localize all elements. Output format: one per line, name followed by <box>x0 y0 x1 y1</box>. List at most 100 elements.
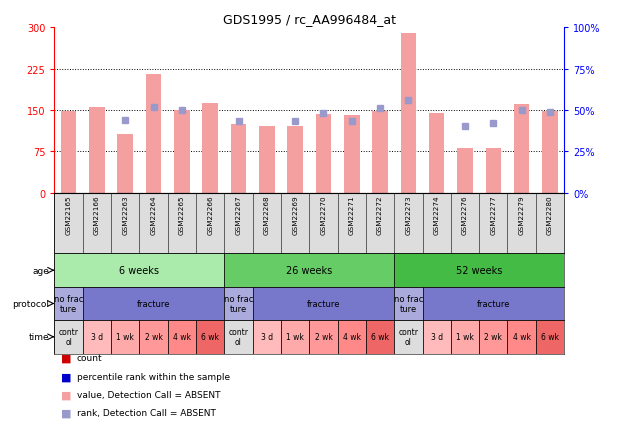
Bar <box>514 105 529 193</box>
Bar <box>54 320 83 354</box>
Bar <box>281 320 310 354</box>
Text: 1 wk: 1 wk <box>286 332 304 342</box>
Bar <box>372 112 388 193</box>
Text: 6 wk: 6 wk <box>201 332 219 342</box>
Text: 1 wk: 1 wk <box>456 332 474 342</box>
Text: ■: ■ <box>61 408 71 418</box>
Text: GSM22268: GSM22268 <box>264 195 270 234</box>
Bar <box>231 125 246 193</box>
Bar <box>287 127 303 193</box>
Bar <box>394 320 422 354</box>
Text: value, Detection Call = ABSENT: value, Detection Call = ABSENT <box>77 390 221 399</box>
Bar <box>338 320 366 354</box>
Text: fracture: fracture <box>476 299 510 308</box>
Text: 1 wk: 1 wk <box>116 332 134 342</box>
Bar <box>253 287 394 320</box>
Text: 52 weeks: 52 weeks <box>456 266 503 276</box>
Text: GSM22269: GSM22269 <box>292 195 298 234</box>
Bar <box>485 149 501 193</box>
Bar <box>344 116 360 193</box>
Bar <box>146 75 162 193</box>
Text: GSM22165: GSM22165 <box>65 195 72 234</box>
Text: 4 wk: 4 wk <box>343 332 361 342</box>
Bar <box>457 149 473 193</box>
Text: GSM22264: GSM22264 <box>151 195 156 234</box>
Bar <box>203 104 218 193</box>
Text: rank, Detection Call = ABSENT: rank, Detection Call = ABSENT <box>77 408 216 417</box>
Text: percentile rank within the sample: percentile rank within the sample <box>77 372 230 381</box>
Bar <box>83 287 224 320</box>
Text: ■: ■ <box>61 390 71 399</box>
Text: GSM22270: GSM22270 <box>320 195 326 234</box>
Bar <box>259 127 274 193</box>
Text: 4 wk: 4 wk <box>513 332 531 342</box>
Text: GSM22267: GSM22267 <box>235 195 242 234</box>
Text: GSM22265: GSM22265 <box>179 195 185 234</box>
Text: fracture: fracture <box>137 299 171 308</box>
Text: GSM22271: GSM22271 <box>349 195 354 234</box>
Text: age: age <box>33 266 49 275</box>
Text: no frac
ture: no frac ture <box>224 294 253 313</box>
Text: GSM22266: GSM22266 <box>207 195 213 234</box>
Bar <box>224 287 253 320</box>
Text: GSM22277: GSM22277 <box>490 195 496 234</box>
Bar <box>54 254 224 287</box>
Bar <box>508 320 536 354</box>
Bar <box>224 254 394 287</box>
Text: 6 wk: 6 wk <box>541 332 559 342</box>
Text: GSM22280: GSM22280 <box>547 195 553 234</box>
Text: time: time <box>29 332 49 342</box>
Title: GDS1995 / rc_AA996484_at: GDS1995 / rc_AA996484_at <box>223 13 395 26</box>
Bar <box>315 115 331 193</box>
Text: 3 d: 3 d <box>91 332 103 342</box>
Bar <box>174 111 190 193</box>
Text: 2 wk: 2 wk <box>485 332 503 342</box>
Bar <box>394 287 422 320</box>
Bar <box>401 34 416 193</box>
Text: GSM22276: GSM22276 <box>462 195 468 234</box>
Text: 6 wk: 6 wk <box>371 332 389 342</box>
Bar <box>451 320 479 354</box>
Bar <box>394 254 564 287</box>
Text: GSM22263: GSM22263 <box>122 195 128 234</box>
Text: GSM22279: GSM22279 <box>519 195 524 234</box>
Bar <box>310 320 338 354</box>
Text: ■: ■ <box>61 372 71 381</box>
Text: 4 wk: 4 wk <box>173 332 191 342</box>
Bar <box>54 287 83 320</box>
Text: GSM22166: GSM22166 <box>94 195 100 234</box>
Bar <box>140 320 168 354</box>
Text: count: count <box>77 354 103 362</box>
Bar <box>83 320 111 354</box>
Bar <box>168 320 196 354</box>
Text: no frac
ture: no frac ture <box>394 294 423 313</box>
Bar <box>196 320 224 354</box>
Bar <box>224 320 253 354</box>
Text: fracture: fracture <box>306 299 340 308</box>
Text: contr
ol: contr ol <box>228 327 249 347</box>
Text: 3 d: 3 d <box>431 332 443 342</box>
Bar <box>61 112 76 193</box>
Bar <box>111 320 140 354</box>
Text: GSM22274: GSM22274 <box>434 195 440 234</box>
Bar <box>117 134 133 193</box>
Bar <box>429 113 444 193</box>
Bar <box>422 320 451 354</box>
Text: 2 wk: 2 wk <box>315 332 333 342</box>
Text: 3 d: 3 d <box>261 332 273 342</box>
Text: contr
ol: contr ol <box>58 327 79 347</box>
Text: GSM22272: GSM22272 <box>377 195 383 234</box>
Text: 6 weeks: 6 weeks <box>119 266 160 276</box>
Text: no frac
ture: no frac ture <box>54 294 83 313</box>
Bar <box>422 287 564 320</box>
Text: ■: ■ <box>61 353 71 363</box>
Bar <box>479 320 508 354</box>
Text: contr
ol: contr ol <box>398 327 419 347</box>
Text: protocol: protocol <box>12 299 49 308</box>
Bar <box>536 320 564 354</box>
Bar <box>89 108 104 193</box>
Bar <box>542 112 558 193</box>
Text: GSM22273: GSM22273 <box>405 195 412 234</box>
Text: 26 weeks: 26 weeks <box>286 266 333 276</box>
Bar <box>366 320 394 354</box>
